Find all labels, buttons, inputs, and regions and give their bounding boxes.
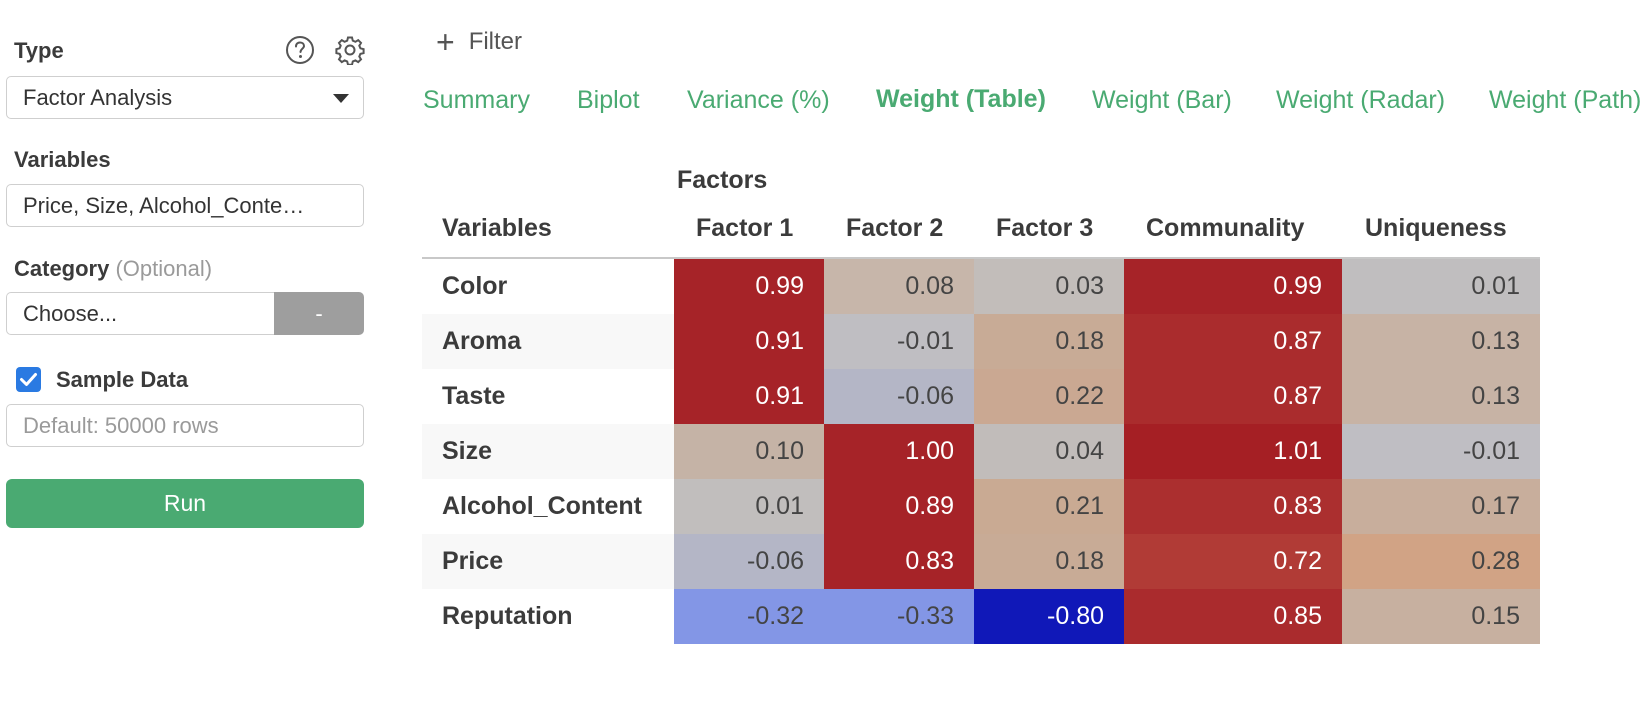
- sidebar: Type Factor Analysis Variables Price, Si…: [0, 0, 370, 716]
- gear-icon[interactable]: [335, 35, 365, 65]
- check-icon: [20, 373, 37, 386]
- row-label: Price: [422, 534, 674, 589]
- table-cell: -0.01: [824, 314, 974, 369]
- tab-summary[interactable]: Summary: [423, 86, 530, 114]
- factors-group-header: Factors: [677, 166, 768, 194]
- tab-biplot[interactable]: Biplot: [577, 86, 640, 114]
- tab-weight-bar[interactable]: Weight (Bar): [1092, 86, 1232, 114]
- table-cell: 0.21: [974, 479, 1124, 534]
- table-cell: 0.91: [674, 314, 824, 369]
- table-cell: 1.00: [824, 424, 974, 479]
- table-cell: 0.18: [974, 314, 1124, 369]
- row-label: Taste: [442, 382, 506, 410]
- table-cell: -0.06: [674, 534, 824, 589]
- table-cell: 0.10: [674, 424, 824, 479]
- row-label: Aroma: [422, 314, 674, 369]
- category-select-value: Choose...: [23, 300, 118, 326]
- row-label: Size: [422, 424, 674, 479]
- table-cell: 0.83: [824, 534, 974, 589]
- header-divider: [422, 257, 1540, 259]
- table-cell: 0.87: [1124, 369, 1342, 424]
- table-cell: 0.13: [1342, 369, 1540, 424]
- column-header-uniqueness: Uniqueness: [1365, 214, 1507, 242]
- table-cell: 0.04: [974, 424, 1124, 479]
- table-cell: 0.18: [974, 534, 1124, 589]
- sample-rows-placeholder: Default: 50000 rows: [23, 412, 219, 438]
- variables-label: Variables: [14, 147, 111, 172]
- row-label: Alcohol_Content: [442, 492, 642, 520]
- category-label-text: Category: [14, 256, 110, 281]
- table-cell: 0.08: [824, 259, 974, 314]
- filter-label: Filter: [468, 28, 523, 55]
- category-label: Category (Optional): [14, 256, 212, 282]
- column-header-factor-3: Factor 3: [996, 214, 1094, 242]
- table-cell: 0.01: [674, 479, 824, 534]
- table-cell: 0.87: [1124, 314, 1342, 369]
- table-cell: 0.03: [974, 259, 1124, 314]
- variables-field[interactable]: Price, Size, Alcohol_Conte…: [6, 184, 364, 227]
- row-label: Reputation: [442, 602, 573, 630]
- column-header-communality: Communality: [1146, 214, 1305, 242]
- table-cell: 0.85: [1124, 589, 1342, 644]
- type-select[interactable]: Factor Analysis: [6, 76, 364, 119]
- table-cell: 0.13: [1342, 314, 1540, 369]
- table-cell: 0.01: [1342, 259, 1540, 314]
- sample-data-label: Sample Data: [56, 367, 189, 392]
- help-circle-icon[interactable]: [285, 35, 315, 65]
- table-cell: 0.72: [1124, 534, 1342, 589]
- filter-button[interactable]: + Filter: [436, 24, 522, 60]
- type-label: Type: [14, 38, 64, 63]
- tab-weight-table[interactable]: Weight (Table): [876, 85, 1046, 113]
- row-label: Color: [442, 272, 508, 300]
- table-cell: 0.99: [674, 259, 824, 314]
- sample-data-checkbox[interactable]: [16, 367, 41, 392]
- chevron-down-icon: [333, 94, 349, 103]
- type-select-value: Factor Analysis: [23, 84, 173, 110]
- table-cell: 0.15: [1342, 589, 1540, 644]
- table-cell: -0.80: [974, 589, 1124, 644]
- tab-weight-path[interactable]: Weight (Path): [1489, 86, 1642, 114]
- table-cell: 0.28: [1342, 534, 1540, 589]
- table-cell: 0.83: [1124, 479, 1342, 534]
- table-cell: 0.91: [674, 369, 824, 424]
- table-cell: 0.99: [1124, 259, 1342, 314]
- plus-icon: +: [436, 24, 455, 60]
- table-cell: 1.01: [1124, 424, 1342, 479]
- column-header-factor-1: Factor 1: [696, 214, 794, 242]
- category-select[interactable]: Choose...: [6, 292, 276, 335]
- table-cell: -0.32: [674, 589, 824, 644]
- table-cell: 0.89: [824, 479, 974, 534]
- category-clear-button[interactable]: -: [274, 292, 364, 335]
- table-cell: -0.06: [824, 369, 974, 424]
- table-cell: 0.17: [1342, 479, 1540, 534]
- table-cell: -0.33: [824, 589, 974, 644]
- sample-rows-input[interactable]: Default: 50000 rows: [6, 404, 364, 447]
- column-header-variables: Variables: [442, 214, 552, 242]
- run-button[interactable]: Run: [6, 479, 364, 528]
- table-cell: -0.01: [1342, 424, 1540, 479]
- table-cell: 0.22: [974, 369, 1124, 424]
- tab-variance[interactable]: Variance (%): [687, 86, 830, 114]
- tab-weight-radar[interactable]: Weight (Radar): [1276, 86, 1446, 114]
- column-header-factor-2: Factor 2: [846, 214, 944, 242]
- variables-field-value: Price, Size, Alcohol_Conte…: [23, 192, 305, 218]
- category-optional-text: (Optional): [115, 256, 213, 281]
